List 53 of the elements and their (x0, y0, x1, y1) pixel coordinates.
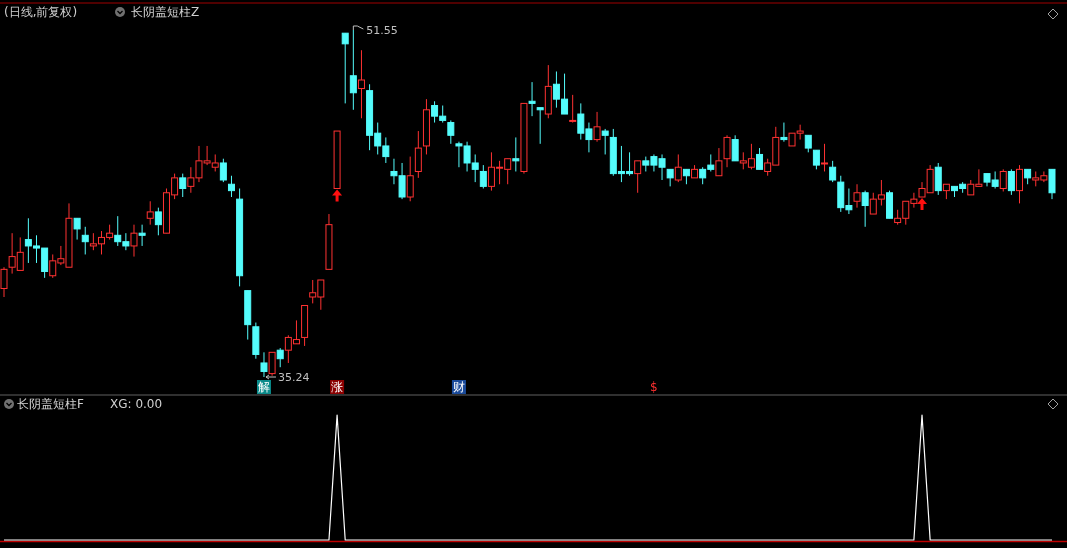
candlestick (1016, 164, 1023, 204)
candlestick (536, 107, 544, 145)
candlestick (528, 81, 536, 117)
candlestick (1048, 168, 1056, 200)
candlestick (601, 128, 609, 155)
chart-subtitle: XG: 0.00 (110, 397, 163, 411)
annotation: 35.24 (277, 371, 310, 384)
candlestick (715, 147, 723, 177)
candlestick (276, 347, 284, 368)
candlestick (447, 119, 455, 145)
candlestick (227, 175, 235, 198)
candlestick (593, 111, 601, 143)
candlestick (81, 226, 89, 255)
candlestick (674, 153, 682, 183)
candlestick (479, 164, 487, 189)
candlestick (146, 200, 154, 226)
candlestick (406, 156, 414, 202)
text: 涨 (331, 380, 344, 394)
candlestick (731, 134, 739, 162)
candlestick (756, 147, 764, 170)
candlestick (512, 136, 520, 172)
chart-subtitle: 长阴盖短柱Z (131, 5, 200, 19)
candlestick (130, 224, 138, 258)
candlestick (219, 158, 227, 183)
candlestick (179, 173, 187, 198)
annotation: 51.55 (366, 24, 398, 37)
candlestick (723, 134, 731, 168)
candlestick (634, 160, 642, 194)
candlestick (780, 122, 788, 143)
chart-title: 长阴盖短柱F (17, 397, 84, 411)
candlestick (1007, 168, 1015, 196)
candlestick (861, 190, 869, 228)
candlestick (853, 183, 861, 209)
candlestick (821, 143, 829, 172)
candlestick (414, 130, 422, 179)
candlestick (934, 162, 942, 196)
candlestick (999, 168, 1007, 192)
candlestick (569, 94, 577, 124)
text: 解 (257, 380, 270, 394)
candlestick (138, 224, 146, 247)
candlestick (154, 207, 162, 236)
candlestick (349, 29, 357, 111)
chart-title: (日线,前复权) (4, 5, 78, 19)
candlestick (812, 149, 820, 170)
candlestick (829, 160, 837, 183)
candlestick (341, 32, 349, 104)
candlestick (0, 266, 8, 298)
candlestick (260, 351, 268, 378)
candlestick (357, 49, 365, 119)
text: 财 (452, 380, 465, 394)
candlestick (268, 351, 276, 377)
text: $ (650, 380, 658, 394)
candlestick (73, 217, 81, 241)
